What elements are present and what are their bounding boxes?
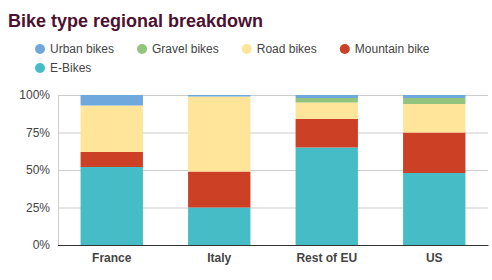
x-tick: Rest of EU (296, 245, 357, 265)
plot: 0% 25% 50% 75% 100% France Italy Rest of EU US (19, 88, 488, 264)
bar (403, 104, 465, 133)
legend-marker (242, 44, 252, 54)
legend-marker (137, 44, 147, 54)
bar (296, 95, 358, 98)
x-tick: Italy (207, 245, 231, 265)
bar (403, 173, 465, 245)
bar (188, 208, 250, 246)
bar (403, 95, 465, 98)
y-tick-label: 25% (26, 201, 50, 215)
bar (81, 167, 143, 245)
x-tick-label: US (426, 251, 443, 265)
y-tick-label: 100% (19, 88, 50, 102)
chart: Bike type regional breakdown 0% 25% 50% 75% 1… (0, 0, 492, 280)
y-tick-label: 50% (26, 163, 50, 177)
y-tick-label: 75% (26, 126, 50, 140)
legend-item: Mountain bike (340, 42, 430, 56)
legend-marker (35, 63, 45, 73)
bar (188, 172, 250, 208)
legend-item: Road bikes (242, 42, 317, 56)
series (81, 95, 466, 106)
x-axis-line (59, 245, 489, 246)
legend-marker (35, 44, 45, 54)
bar (403, 98, 465, 104)
legend: Urban bikes Gravel bikes Road bikes Mountai… (35, 42, 430, 75)
legend-label: Urban bikes (50, 42, 114, 56)
bar (81, 152, 143, 167)
legend-label: Gravel bikes (152, 42, 219, 56)
bar (296, 103, 358, 120)
bar (81, 95, 143, 106)
legend-label: Mountain bike (355, 42, 430, 56)
bar (81, 106, 143, 153)
bar (296, 98, 358, 103)
bar (188, 96, 250, 97)
x-tick-label: Italy (207, 251, 231, 265)
x-tick-label: France (92, 251, 132, 265)
y-axis: 0% 25% 50% 75% 100% (19, 88, 488, 252)
bars (81, 95, 466, 245)
series (296, 98, 466, 104)
legend-label: E-Bikes (50, 61, 91, 75)
y-axis-line (59, 96, 489, 246)
legend-item: Urban bikes (35, 42, 114, 56)
series (81, 97, 466, 172)
legend-item: E-Bikes (35, 61, 91, 75)
legend-item: Gravel bikes (137, 42, 219, 56)
bar (188, 97, 250, 172)
legend-marker (340, 44, 350, 54)
bar (188, 95, 250, 97)
grid-line (58, 245, 488, 246)
bar (403, 133, 465, 174)
title: Bike type regional breakdown (8, 11, 263, 31)
bar (296, 119, 358, 148)
x-tick: France (92, 245, 132, 265)
bar (296, 148, 358, 246)
x-axis: France Italy Rest of EU US (59, 245, 489, 265)
x-tick-label: Rest of EU (296, 251, 357, 265)
legend-label: Road bikes (257, 42, 317, 56)
y-tick-label: 0% (33, 238, 51, 252)
x-tick: US (426, 245, 443, 265)
